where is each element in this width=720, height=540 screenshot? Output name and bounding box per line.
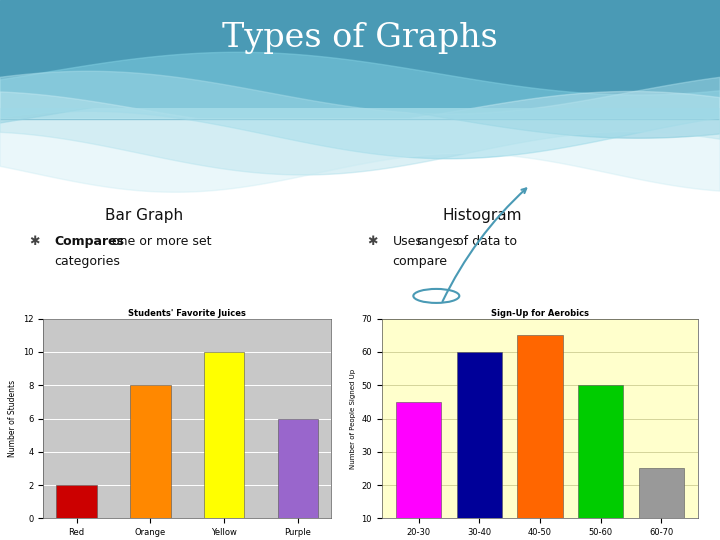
Bar bbox=[517, 335, 563, 540]
Text: ranges: ranges bbox=[417, 235, 460, 248]
Text: compare: compare bbox=[392, 255, 447, 268]
Bar bbox=[204, 352, 244, 518]
Bar bbox=[578, 385, 624, 540]
Text: categories: categories bbox=[54, 255, 120, 268]
Text: Histogram: Histogram bbox=[443, 208, 522, 223]
Text: Compares: Compares bbox=[54, 235, 124, 248]
Text: one or more set: one or more set bbox=[108, 235, 212, 248]
Text: of data to: of data to bbox=[456, 235, 517, 248]
Bar bbox=[396, 402, 441, 540]
Text: Bar Graph: Bar Graph bbox=[105, 208, 183, 223]
Text: ✱: ✱ bbox=[367, 235, 378, 248]
Bar bbox=[56, 485, 97, 518]
Title: Sign-Up for Aerobics: Sign-Up for Aerobics bbox=[491, 309, 589, 318]
Bar bbox=[456, 352, 502, 540]
Bar bbox=[277, 418, 318, 518]
Text: ✱: ✱ bbox=[29, 235, 40, 248]
Text: Types of Graphs: Types of Graphs bbox=[222, 22, 498, 54]
Text: Uses: Uses bbox=[392, 235, 422, 248]
FancyArrowPatch shape bbox=[443, 188, 526, 301]
Bar bbox=[130, 385, 171, 518]
Title: Students' Favorite Juices: Students' Favorite Juices bbox=[128, 309, 246, 318]
Y-axis label: Number of People Signed Up: Number of People Signed Up bbox=[350, 368, 356, 469]
Bar bbox=[639, 469, 684, 540]
Y-axis label: Number of Students: Number of Students bbox=[9, 380, 17, 457]
